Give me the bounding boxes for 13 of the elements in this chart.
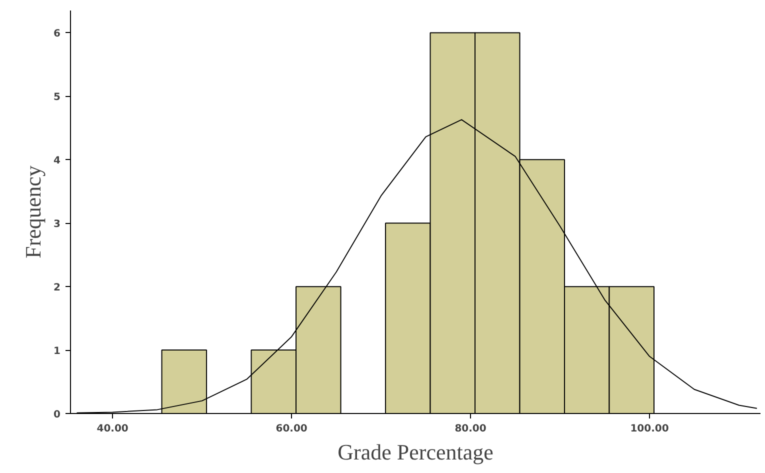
x-axis-title: Grade Percentage (338, 440, 494, 464)
y-tick-label: 0 (54, 410, 61, 420)
y-axis-title: Frequency (20, 166, 46, 258)
x-tick-label: 40.00 (96, 424, 128, 434)
y-tick-label: 1 (54, 346, 61, 358)
y-tick-label: 4 (54, 156, 61, 167)
y-tick-label: 6 (54, 28, 61, 40)
y-tick-label: 5 (54, 92, 61, 104)
y-tick-label: 2 (54, 282, 61, 294)
x-tick-label: 100.00 (630, 424, 669, 434)
x-tick-label: 80.00 (454, 424, 486, 434)
y-tick-label: 3 (54, 219, 61, 230)
x-tick-label: 60.00 (276, 424, 308, 434)
